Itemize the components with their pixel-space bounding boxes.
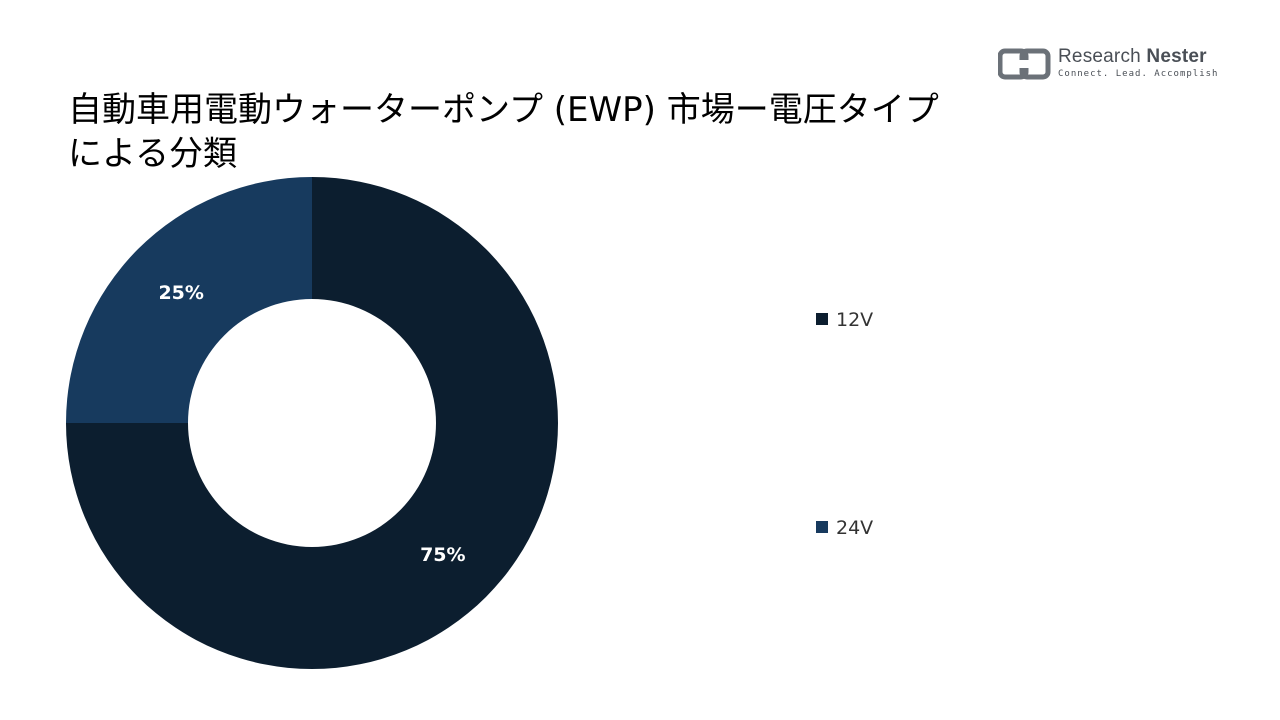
data-label-24v: 25%: [158, 282, 203, 304]
legend-item-12v: 12V: [816, 309, 873, 331]
logo-name-light: Research: [1058, 46, 1141, 67]
logo-tagline: Connect. Lead. Accomplish: [1058, 69, 1219, 79]
donut-slice-12v: [66, 177, 558, 669]
logo-wordmark: Research Nester: [1058, 46, 1207, 68]
legend-swatch: [816, 520, 828, 533]
donut-slice-24v: [66, 177, 312, 423]
research-nester-logo-icon: [998, 48, 1051, 80]
research-nester-logo: Research Nester Connect. Lead. Accomplis…: [998, 46, 1228, 86]
legend-item-24v: 24V: [816, 517, 873, 539]
legend-label: 24V: [836, 517, 874, 539]
data-label-12v: 75%: [420, 544, 465, 566]
chart-title: 自動車用電動ウォーターポンプ (EWP) 市場ー電圧タイプによる分類: [68, 90, 939, 174]
legend-swatch: [816, 312, 828, 325]
logo-name-bold: Nester: [1146, 46, 1207, 67]
legend-label: 12V: [836, 309, 874, 331]
